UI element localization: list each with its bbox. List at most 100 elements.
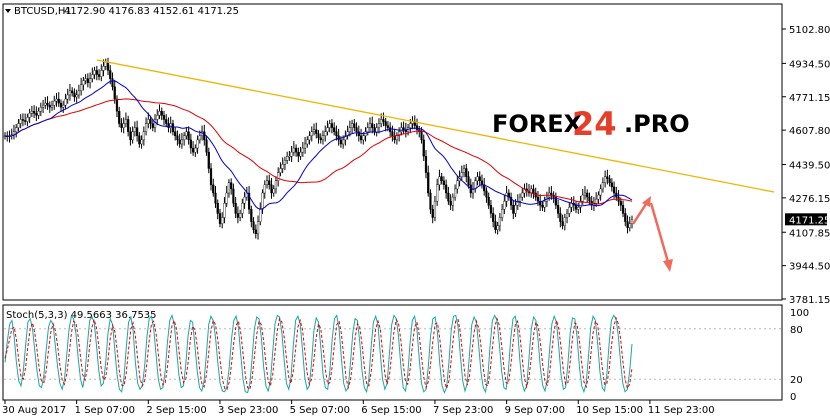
candle-body: [483, 184, 486, 192]
candle-body: [377, 123, 381, 128]
candle-body: [15, 127, 18, 132]
candle-body: [35, 113, 38, 116]
candle-body: [317, 133, 320, 139]
candle-body: [216, 203, 219, 214]
time-tick-label: 2 Sep 15:00: [146, 405, 206, 416]
candle-body: [234, 203, 237, 214]
candle-body: [536, 196, 540, 202]
candle-body: [241, 203, 244, 214]
candle-body: [431, 209, 434, 218]
candle-body: [501, 209, 504, 218]
candle-body: [415, 125, 419, 130]
candle-body: [165, 119, 168, 124]
candle-body: [122, 123, 125, 128]
candle-body: [348, 127, 351, 132]
candle-body: [382, 119, 385, 122]
candle-body: [88, 78, 92, 83]
candle-body: [277, 172, 280, 181]
candle-body: [427, 172, 430, 194]
candle-body: [106, 62, 110, 71]
price-tick-label: 3781.15: [789, 295, 830, 306]
candle-body: [37, 111, 40, 116]
candle-body: [77, 90, 80, 96]
candle-body: [496, 225, 499, 230]
candle-body: [606, 176, 609, 179]
candle-body: [449, 200, 452, 206]
stochastic-tick-label: 80: [790, 325, 803, 336]
candle-body: [350, 123, 354, 128]
candle-body: [604, 176, 607, 183]
candle-body: [178, 139, 181, 145]
candle-body: [398, 131, 401, 137]
candle-body: [252, 221, 255, 230]
watermark-text-24: 24: [572, 105, 617, 143]
candle-body: [109, 70, 112, 79]
candle-body: [129, 131, 132, 141]
candle-body: [171, 123, 175, 132]
candle-body: [306, 139, 309, 145]
forecast-arrow-up: [631, 196, 651, 225]
candle-body: [295, 147, 298, 153]
candle-body: [73, 92, 76, 98]
candle-body: [66, 94, 69, 100]
candle-body: [579, 200, 582, 208]
watermark-text-forex: FOREX: [492, 110, 583, 138]
candle-body: [362, 135, 365, 141]
candle-body: [462, 168, 466, 173]
candle-body: [626, 221, 629, 228]
candle-body: [568, 207, 571, 214]
candle-body: [487, 196, 490, 206]
candle-body: [223, 203, 226, 218]
candle-body: [292, 147, 295, 153]
candle-body: [395, 135, 398, 141]
candle-body: [120, 123, 123, 128]
candle-body: [131, 131, 134, 141]
candle-body: [565, 213, 569, 218]
candle-body: [514, 205, 517, 214]
candle-body: [281, 164, 284, 169]
candle-body: [328, 123, 331, 128]
candle-body: [371, 123, 374, 128]
candle-body: [48, 104, 51, 108]
candle-body: [100, 70, 103, 77]
candle-body: [153, 119, 157, 128]
time-tick-label: 10 Sep 15:00: [576, 405, 643, 416]
candle-body: [113, 86, 116, 100]
price-tick-label: 4771.15: [789, 93, 830, 104]
time-tick-label: 3 Sep 23:00: [218, 405, 278, 416]
candle-body: [151, 123, 154, 128]
candle-body: [312, 129, 316, 132]
candle-body: [283, 160, 287, 165]
candle-body: [236, 213, 239, 218]
candle-body: [478, 176, 481, 181]
current-price-marker: 4171.25: [785, 213, 830, 226]
candle-body: [366, 127, 369, 132]
symbol-label: BTCUSD,H1: [14, 6, 72, 17]
candle-body: [174, 131, 177, 137]
candle-body: [205, 139, 208, 153]
candle-body: [136, 127, 139, 137]
candle-body: [335, 131, 338, 137]
candle-body: [95, 70, 98, 75]
candle-body: [595, 198, 598, 204]
candle-body: [124, 119, 128, 124]
candle-body: [339, 139, 342, 145]
candle-body: [62, 104, 65, 108]
candle-body: [50, 104, 54, 108]
candle-body: [429, 192, 432, 210]
candle-body: [239, 213, 242, 218]
candle-body: [359, 135, 363, 141]
candle-body: [554, 196, 557, 206]
candle-body: [169, 123, 172, 128]
candle-body: [68, 90, 72, 96]
candle-body: [583, 192, 587, 196]
candle-body: [447, 192, 450, 202]
candle-body: [111, 78, 114, 87]
candle-body: [194, 147, 197, 153]
candle-body: [209, 168, 213, 186]
candle-body: [187, 131, 190, 141]
candle-body: [80, 84, 83, 92]
candle-body: [97, 74, 101, 77]
candle-body: [17, 123, 20, 128]
